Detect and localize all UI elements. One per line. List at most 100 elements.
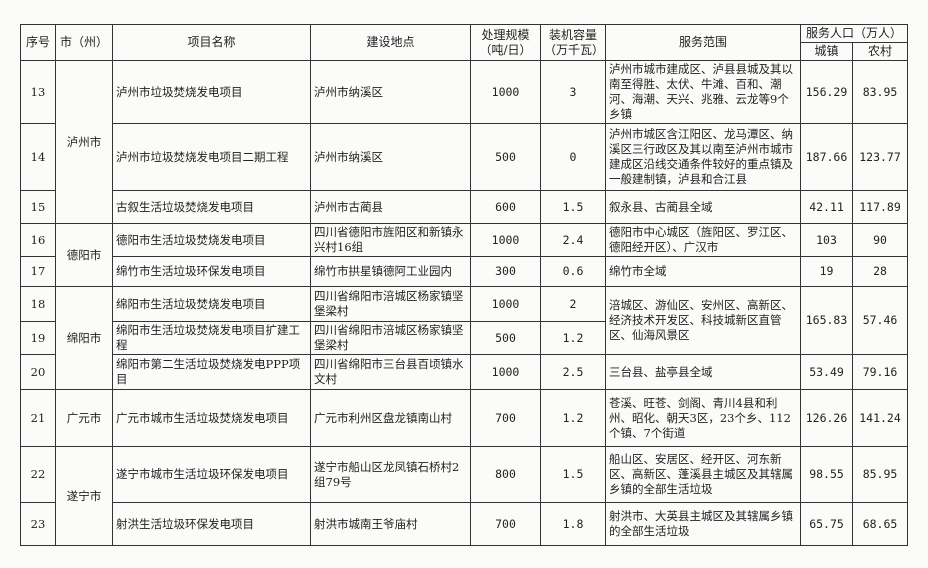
urban-cell: 53.49 — [800, 354, 853, 390]
project-cell: 德阳市生活垃圾焚烧发电项目 — [112, 223, 311, 257]
seq-cell: 23 — [20, 502, 56, 546]
seq-cell: 20 — [20, 354, 56, 390]
capacity-cell: 3 — [540, 60, 606, 124]
project-cell: 绵阳市生活垃圾焚烧发电项目 — [112, 286, 311, 322]
header-urban: 城镇 — [800, 42, 853, 61]
location-cell: 四川省绵阳市涪城区杨家镇坚堡梁村 — [310, 321, 471, 355]
project-cell: 绵阳市生活垃圾焚烧发电项目扩建工程 — [112, 321, 311, 355]
urban-cell: 103 — [800, 223, 853, 257]
location-cell: 四川省绵阳市涪城区杨家镇坚堡梁村 — [310, 286, 471, 322]
scope-cell: 德阳市中心城区（旌阳区、罗江区、德阳经开区）、广汉市 — [605, 223, 801, 257]
table-row: 17 绵竹市生活垃圾环保发电项目 绵竹市拱星镇德阿工业园内 300 0.6 绵竹… — [20, 256, 908, 287]
urban-cell: 156.29 — [800, 60, 853, 124]
location-cell: 射洪市城南王爷庙村 — [310, 502, 471, 546]
capacity-cell: 1.8 — [540, 502, 606, 546]
scale-cell: 700 — [470, 389, 541, 447]
capacity-cell: 2 — [540, 286, 606, 322]
rural-cell: 79.16 — [852, 354, 908, 390]
city-cell: 绵阳市 — [55, 286, 113, 390]
urban-cell: 187.66 — [800, 123, 853, 191]
project-cell: 绵竹市生活垃圾环保发电项目 — [112, 256, 311, 287]
scope-cell: 苍溪、旺苍、剑阁、青川4县和利州、昭化、朝天3区，23个乡、112个镇、7个街道 — [605, 389, 801, 447]
table-row: 13 泸州市 泸州市垃圾焚烧发电项目 泸州市纳溪区 1000 3 泸州市城市建成… — [20, 60, 908, 224]
seq-cell: 22 — [20, 446, 56, 503]
scale-cell: 1000 — [470, 223, 541, 257]
urban-cell: 126.26 — [800, 389, 853, 447]
project-cell: 泸州市垃圾焚烧发电项目 — [112, 60, 311, 124]
rural-cell: 83.95 — [852, 60, 908, 124]
urban-cell: 19 — [800, 256, 853, 287]
seq-cell: 13 — [20, 60, 56, 124]
scope-cell: 泸州市城区含江阳区、龙马潭区、纳溪区三行政区及其以南至泸州市城市建成区沿线交通条… — [605, 123, 801, 191]
capacity-cell: 1.5 — [540, 446, 606, 503]
scale-cell: 800 — [470, 446, 541, 503]
table-row: 18 绵阳市 绵阳市生活垃圾焚烧发电项目 四川省绵阳市涪城区杨家镇坚堡梁村 10… — [20, 286, 908, 390]
urban-cell: 165.83 — [800, 286, 853, 355]
seq-cell: 19 — [20, 321, 56, 355]
rural-cell: 123.77 — [852, 123, 908, 191]
scope-cell: 三台县、盐亭县全域 — [605, 354, 801, 390]
scale-cell: 600 — [470, 190, 541, 224]
table-row: 21 广元市 广元市城市生活垃圾焚烧发电项目 广元市利州区盘龙镇南山村 700 … — [20, 389, 908, 447]
capacity-cell: 2.4 — [540, 223, 606, 257]
location-cell: 绵竹市拱星镇德阿工业园内 — [310, 256, 471, 287]
table-row: 15 古叙生活垃圾焚烧发电项目 泸州市古蔺县 600 1.5 叙永县、古蔺县全域… — [20, 190, 908, 224]
table-row: 23 射洪生活垃圾环保发电项目 射洪市城南王爷庙村 700 1.8 射洪市、大英… — [20, 502, 908, 546]
header-city: 市（州） — [55, 24, 113, 61]
project-cell: 广元市城市生活垃圾焚烧发电项目 — [112, 389, 311, 447]
capacity-cell: 1.5 — [540, 190, 606, 224]
header-capacity: 装机容量 （万千瓦） — [540, 24, 606, 61]
rural-cell: 68.65 — [852, 502, 908, 546]
project-cell: 射洪生活垃圾环保发电项目 — [112, 502, 311, 546]
scope-cell: 涪城区、游仙区、安州区、高新区、经济技术开发区、科技城新区直管区、仙海风景区 — [605, 286, 801, 355]
capacity-cell: 0 — [540, 123, 606, 191]
scale-cell: 700 — [470, 502, 541, 546]
urban-cell: 42.11 — [800, 190, 853, 224]
waste-power-projects-table: 序号 市（州） 项目名称 建设地点 处理规模 （吨/日） 装机容量 （万千瓦） … — [20, 24, 908, 546]
header-location: 建设地点 — [310, 24, 471, 61]
project-cell: 古叙生活垃圾焚烧发电项目 — [112, 190, 311, 224]
header-scale: 处理规模 （吨/日） — [470, 24, 541, 61]
table-row: 19 绵阳市生活垃圾焚烧发电项目扩建工程 四川省绵阳市涪城区杨家镇坚堡梁村 50… — [20, 321, 908, 355]
city-cell: 遂宁市 — [55, 446, 113, 546]
rural-cell: 141.24 — [852, 389, 908, 447]
rural-cell: 57.46 — [852, 286, 908, 355]
scope-cell: 叙永县、古蔺县全域 — [605, 190, 801, 224]
scope-cell: 绵竹市全域 — [605, 256, 801, 287]
seq-cell: 15 — [20, 190, 56, 224]
table-row: 16 德阳市 德阳市生活垃圾焚烧发电项目 四川省德阳市旌阳区和新镇永兴村16组 … — [20, 223, 908, 287]
scale-cell: 1000 — [470, 286, 541, 322]
header-scope: 服务范围 — [605, 24, 801, 61]
location-cell: 四川省绵阳市三台县百顷镇水文村 — [310, 354, 471, 390]
scale-cell: 1000 — [470, 354, 541, 390]
capacity-cell: 2.5 — [540, 354, 606, 390]
seq-cell: 17 — [20, 256, 56, 287]
city-cell: 广元市 — [55, 389, 113, 447]
scale-cell: 500 — [470, 123, 541, 191]
capacity-cell: 1.2 — [540, 389, 606, 447]
seq-cell: 18 — [20, 286, 56, 322]
urban-cell: 65.75 — [800, 502, 853, 546]
scope-cell: 船山区、安居区、经开区、河东新区、高新区、蓬溪县主城区及其辖属乡镇的全部生活垃圾 — [605, 446, 801, 503]
rural-cell: 117.89 — [852, 190, 908, 224]
project-cell: 遂宁市城市生活垃圾环保发电项目 — [112, 446, 311, 503]
location-cell: 泸州市纳溪区 — [310, 60, 471, 124]
seq-cell: 14 — [20, 123, 56, 191]
table-row: 22 遂宁市 遂宁市城市生活垃圾环保发电项目 遂宁市船山区龙凤镇石桥村2组79号… — [20, 446, 908, 546]
header-project: 项目名称 — [112, 24, 311, 61]
seq-cell: 16 — [20, 223, 56, 257]
scope-cell: 泸州市城市建成区、泸县县城及其以南至得胜、太伏、牛滩、百和、潮河、海潮、天兴、兆… — [605, 60, 801, 124]
project-cell: 绵阳市第二生活垃圾焚烧发电PPP项目 — [112, 354, 311, 390]
project-cell: 泸州市垃圾焚烧发电项目二期工程 — [112, 123, 311, 191]
location-cell: 泸州市纳溪区 — [310, 123, 471, 191]
location-cell: 广元市利州区盘龙镇南山村 — [310, 389, 471, 447]
scale-cell: 300 — [470, 256, 541, 287]
location-cell: 四川省德阳市旌阳区和新镇永兴村16组 — [310, 223, 471, 257]
header-rural: 农村 — [852, 42, 908, 61]
table-row: 14 泸州市垃圾焚烧发电项目二期工程 泸州市纳溪区 500 0 泸州市城区含江阳… — [20, 123, 908, 191]
scale-cell: 1000 — [470, 60, 541, 124]
city-cell: 德阳市 — [55, 223, 113, 287]
header-population: 服务人口（万人） — [800, 24, 908, 43]
scale-cell: 500 — [470, 321, 541, 355]
location-cell: 遂宁市船山区龙凤镇石桥村2组79号 — [310, 446, 471, 503]
